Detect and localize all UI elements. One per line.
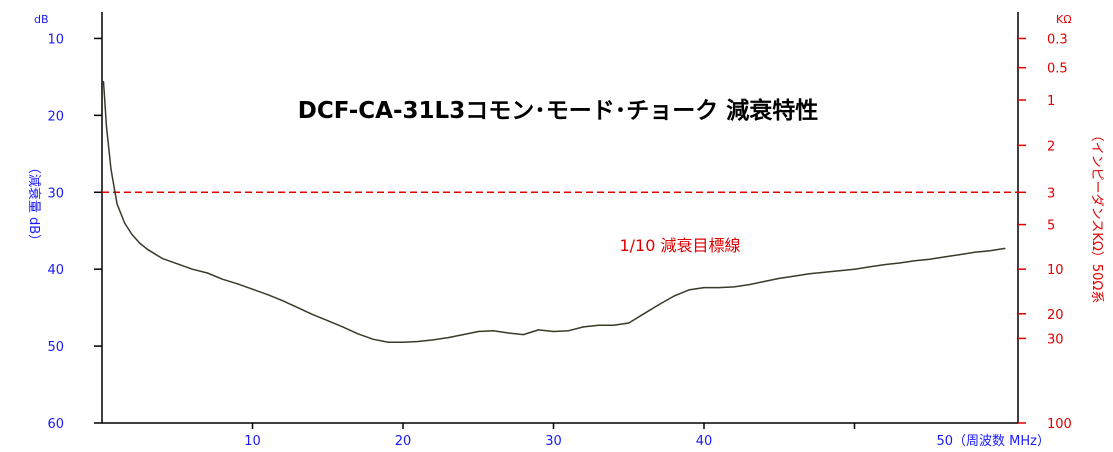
series-point xyxy=(206,272,208,274)
series-point xyxy=(914,260,916,262)
series-point xyxy=(191,268,193,270)
series-point xyxy=(282,300,284,302)
series-point xyxy=(899,262,901,264)
series-line-0 xyxy=(102,81,1006,343)
series-point xyxy=(251,288,254,290)
left-axis-unit: dB xyxy=(34,13,49,26)
series-point xyxy=(823,271,826,273)
series-point xyxy=(105,126,108,128)
labels-layer: DCF-CA-31L3コモン･モード･チョーク 減衰特性 1/10 減衰目標線 … xyxy=(26,13,1104,449)
x-axis-last-label: 50（周波数 MHz） xyxy=(937,434,1051,449)
series-point xyxy=(703,287,705,289)
series-point xyxy=(447,337,449,339)
y-left-tick-label-10: 10 xyxy=(47,32,64,47)
y-left-tick-label-20: 20 xyxy=(47,109,64,124)
series-point xyxy=(733,286,735,288)
series-point xyxy=(432,339,434,341)
series-point xyxy=(537,329,540,331)
series-point xyxy=(673,295,675,297)
series-point xyxy=(583,326,585,328)
x-tick-label-30: 30 xyxy=(545,434,562,449)
series-point xyxy=(853,268,856,270)
series-point xyxy=(146,248,148,250)
series-point xyxy=(718,287,720,289)
series-point xyxy=(357,333,359,335)
y-right-tick-label-100: 100 xyxy=(1047,417,1072,432)
series-point xyxy=(477,330,479,333)
chart-title: DCF-CA-31L3コモン･モード･チョーク 減衰特性 xyxy=(298,97,818,124)
series-point xyxy=(688,289,690,291)
series-point xyxy=(568,330,570,332)
series-point xyxy=(266,294,269,296)
y-right-tick-label-0.5: 0.5 xyxy=(1047,62,1068,77)
series-point xyxy=(110,168,112,170)
y-right-tick-label-5: 5 xyxy=(1047,219,1055,234)
series-point xyxy=(838,270,841,272)
y-axis-left-label: （減衰量 dB） xyxy=(26,161,42,247)
series-point xyxy=(658,304,660,306)
series-point xyxy=(748,284,750,286)
series-point xyxy=(613,324,615,326)
x-tick-label-10: 10 xyxy=(244,434,261,449)
series-point xyxy=(974,251,976,253)
axes-layer xyxy=(94,12,1026,429)
series-point xyxy=(221,278,223,280)
y-right-tick-label-3: 3 xyxy=(1047,186,1055,201)
series-point xyxy=(959,254,961,256)
series-point xyxy=(763,280,765,283)
series-point xyxy=(929,258,931,260)
series-point xyxy=(176,263,178,265)
series-point xyxy=(1004,247,1006,249)
series-point xyxy=(868,266,871,268)
series-point xyxy=(312,314,314,316)
y-right-tick-label-30: 30 xyxy=(1047,332,1064,347)
series-point xyxy=(884,264,886,266)
y-right-tick-label-20: 20 xyxy=(1047,308,1064,323)
series-point xyxy=(808,273,811,275)
y-axis-right-label: （インピーダンスKΩ）50Ω系 xyxy=(1089,129,1104,304)
series-point xyxy=(131,234,133,236)
series-point xyxy=(372,338,374,340)
series-point xyxy=(102,80,105,83)
series-point xyxy=(236,283,238,285)
y-left-tick-label-50: 50 xyxy=(47,340,64,355)
reference-line-label: 1/10 減衰目標線 xyxy=(619,236,740,255)
series-point xyxy=(598,324,600,326)
series-point xyxy=(342,326,344,328)
y-right-tick-label-0.3: 0.3 xyxy=(1047,32,1068,47)
series-layer xyxy=(102,80,1006,343)
series-point xyxy=(778,277,780,279)
series-point xyxy=(944,256,946,258)
x-tick-label-20: 20 xyxy=(395,434,412,449)
series-point xyxy=(793,275,795,277)
series-point xyxy=(154,253,156,255)
series-point xyxy=(628,322,630,324)
series-point xyxy=(327,320,329,322)
series-point xyxy=(161,257,163,259)
y-right-tick-label-10: 10 xyxy=(1047,263,1064,278)
series-point xyxy=(492,330,494,332)
y-right-tick-label-2: 2 xyxy=(1047,139,1055,154)
series-point xyxy=(387,341,389,343)
y-left-tick-label-60: 60 xyxy=(47,417,64,432)
right-axis-unit: KΩ xyxy=(1056,13,1072,26)
series-point xyxy=(124,222,126,224)
series-point xyxy=(417,340,419,343)
series-point xyxy=(297,307,299,309)
series-point xyxy=(139,242,141,244)
series-point xyxy=(522,334,525,336)
y-left-tick-label-40: 40 xyxy=(47,263,64,278)
series-point xyxy=(116,203,118,205)
series-point xyxy=(552,330,555,333)
series-point xyxy=(462,334,464,336)
y-left-tick-label-30: 30 xyxy=(47,186,64,201)
series-point xyxy=(989,250,991,252)
series-point xyxy=(402,341,404,343)
series-point xyxy=(643,313,645,315)
y-right-tick-label-1: 1 xyxy=(1047,94,1055,109)
x-tick-label-40: 40 xyxy=(696,434,713,449)
series-point xyxy=(507,332,509,334)
